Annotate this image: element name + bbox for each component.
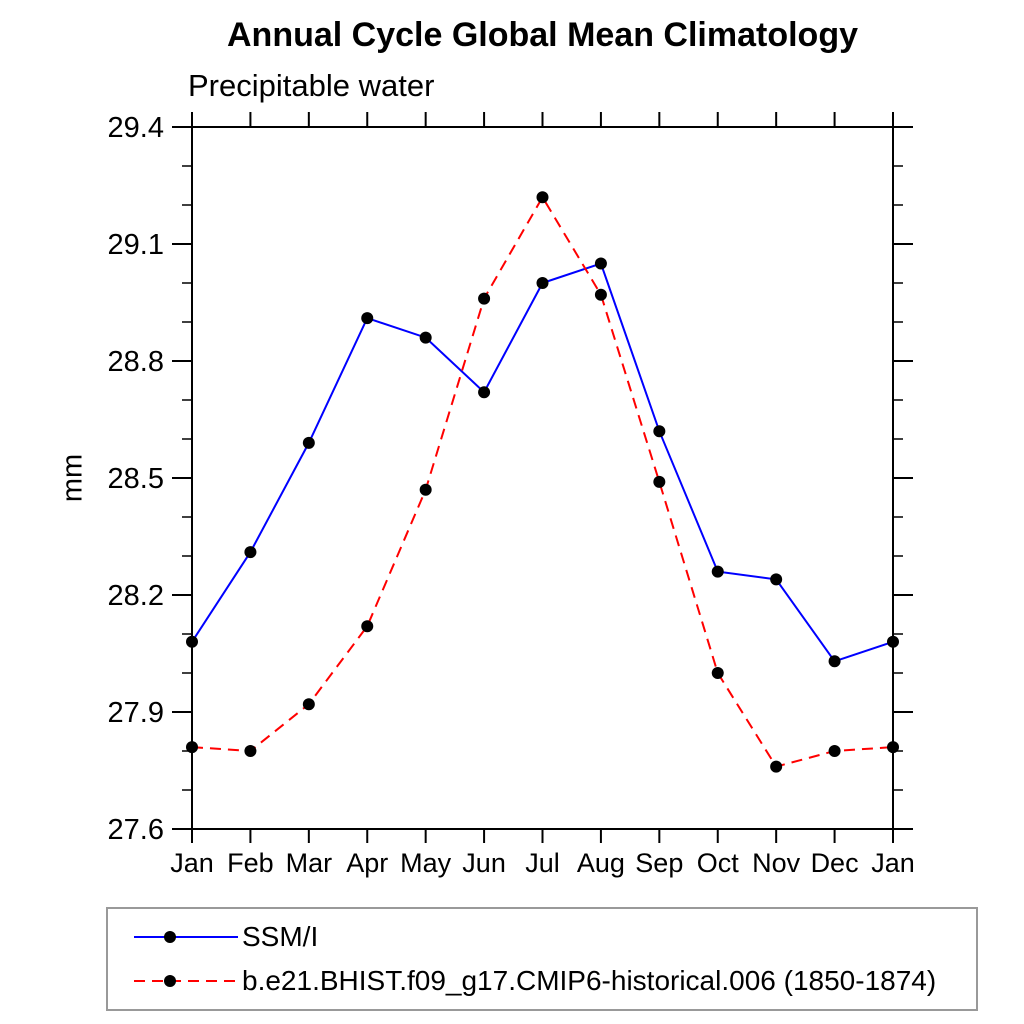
y-tick-label: 27.9: [108, 697, 164, 729]
x-tick-label: Jul: [525, 848, 560, 878]
data-point-series0-jan: [887, 635, 899, 648]
y-tick-label: 29.1: [108, 229, 164, 261]
data-point-series0-nov: [770, 573, 783, 586]
legend-marker-dot: [164, 975, 176, 987]
data-point-series1-mar: [302, 698, 315, 711]
data-point-series0-oct: [711, 565, 724, 578]
x-tick-label: Sep: [635, 848, 683, 878]
plot-frame: [191, 126, 894, 830]
legend-label-model: b.e21.BHIST.f09_g17.CMIP6-historical.006…: [242, 965, 937, 996]
data-point-series0-aug: [594, 257, 607, 270]
y-tick-label: 27.6: [108, 814, 164, 846]
y-tick-label: 28.5: [108, 463, 164, 495]
data-point-series1-aug: [594, 288, 607, 301]
data-point-series0-jun: [478, 386, 491, 399]
data-point-series0-apr: [361, 312, 374, 325]
data-point-series0-dec: [828, 655, 841, 668]
data-point-series0-sep: [653, 425, 666, 438]
data-point-series1-oct: [711, 667, 724, 679]
chart-title: Annual Cycle Global Mean Climatology: [227, 16, 858, 54]
data-point-series0-may: [419, 331, 432, 344]
data-point-series1-dec: [828, 745, 841, 757]
x-tick-label: May: [400, 848, 452, 878]
y-tick-label: 28.2: [108, 580, 164, 612]
x-tick-label: Mar: [286, 848, 333, 878]
x-tick-label: Jun: [462, 848, 506, 878]
legend-box: SSM/I b.e21.BHIST.f09_g17.CMIP6-historic…: [106, 907, 978, 1011]
data-point-series0-feb: [244, 546, 257, 559]
y-tick-label: 29.4: [108, 112, 164, 144]
x-tick-label: Dec: [811, 848, 859, 878]
data-point-series1-apr: [361, 620, 374, 633]
chart-subtitle: Precipitable water: [188, 68, 435, 103]
legend-item-ssmi: SSM/I: [108, 921, 976, 953]
data-point-series1-jan: [186, 741, 198, 754]
x-tick-label: Jan: [170, 848, 214, 878]
y-tick-label: 28.8: [108, 346, 164, 378]
x-tick-label: Apr: [346, 848, 388, 878]
data-point-series0-jan: [186, 635, 198, 648]
data-point-series1-may: [419, 483, 432, 496]
legend-marker-dot: [164, 931, 176, 943]
data-point-series1-jan: [887, 741, 899, 754]
x-tick-label: Aug: [577, 848, 625, 878]
data-point-series1-feb: [244, 745, 257, 757]
legend-swatch-solid-line: [134, 931, 238, 943]
legend-label-ssmi: SSM/I: [242, 921, 319, 952]
data-point-series1-jul: [536, 191, 549, 204]
legend-swatch-dashed-line: [134, 975, 238, 987]
x-tick-label: Oct: [697, 848, 740, 878]
series-line-0: [191, 262, 894, 663]
data-point-series0-jul: [536, 277, 549, 289]
data-point-series0-mar: [302, 436, 315, 449]
legend-item-model: b.e21.BHIST.f09_g17.CMIP6-historical.006…: [108, 965, 976, 997]
data-point-series1-nov: [770, 760, 783, 773]
data-point-series1-jun: [478, 292, 491, 305]
x-tick-label: Feb: [227, 848, 274, 878]
data-point-series1-sep: [653, 475, 666, 488]
x-tick-label: Nov: [752, 848, 801, 878]
x-tick-label: Jan: [871, 848, 915, 878]
